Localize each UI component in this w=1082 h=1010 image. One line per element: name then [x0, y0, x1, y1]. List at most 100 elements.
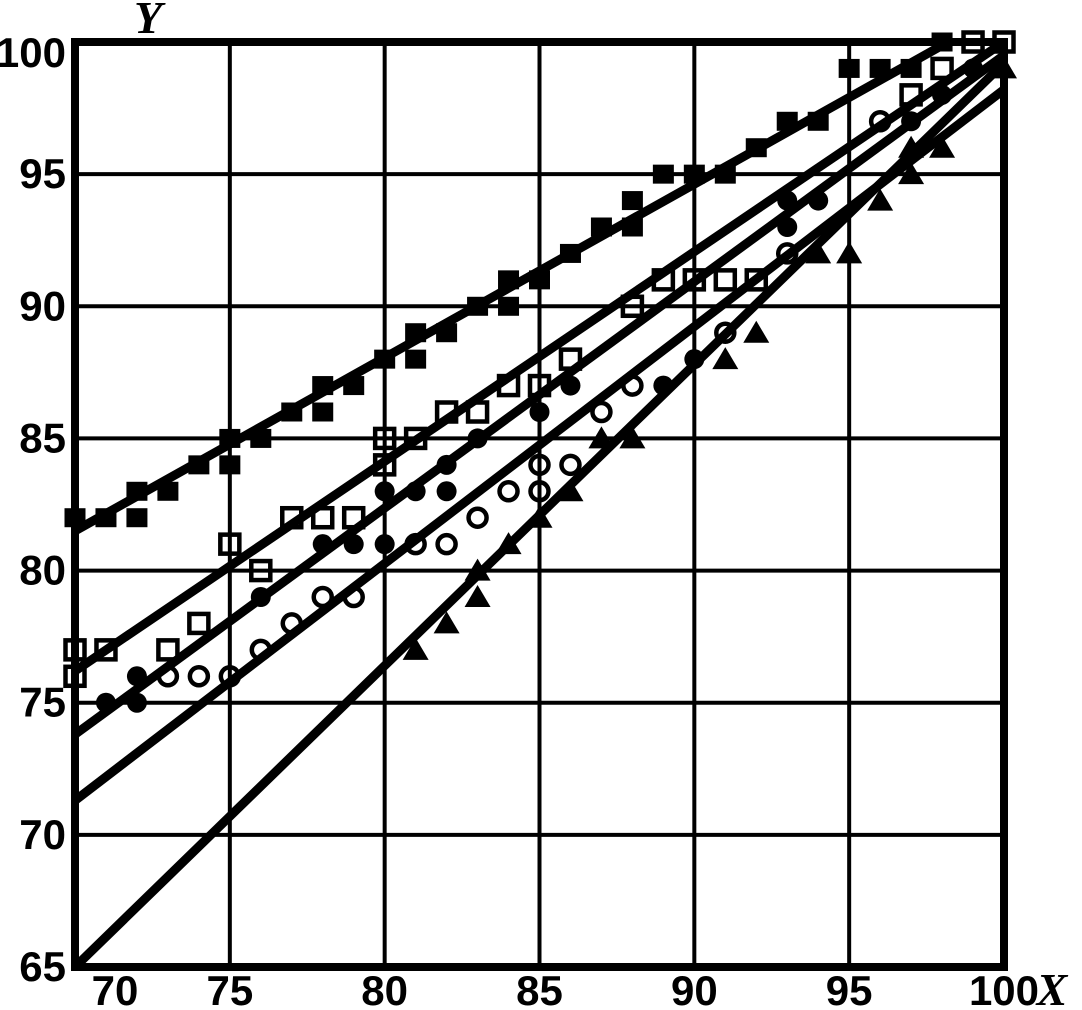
marker-open-square [249, 558, 273, 583]
x-tick-label-70: 70 [92, 967, 139, 1010]
series-filled-triangles [402, 56, 1017, 660]
marker-open-square [63, 638, 87, 662]
marker-filled-circle [529, 402, 550, 422]
marker-filled-square [590, 217, 612, 237]
marker-filled-square [64, 508, 86, 528]
marker-open-square [496, 373, 521, 398]
marker-open-square [434, 400, 459, 424]
x-tick-label-95: 95 [826, 967, 873, 1010]
x-tick-label-90: 90 [671, 967, 718, 1010]
marker-filled-square [869, 58, 891, 78]
marker-filled-triangle [464, 558, 491, 581]
marker-filled-square [745, 138, 767, 158]
marker-filled-square [374, 349, 396, 369]
marker-open-square [156, 638, 180, 662]
x-tick-label-80: 80 [361, 967, 408, 1010]
marker-filled-square [776, 111, 798, 131]
marker-filled-square [436, 323, 458, 343]
marker-open-circle [497, 480, 520, 503]
marker-open-circle [156, 665, 180, 688]
y-tick-label-100: 100 [0, 29, 66, 76]
y-axis-label: Y [134, 0, 166, 43]
marker-filled-triangle [743, 320, 770, 343]
y-tick-label-95: 95 [19, 150, 66, 197]
marker-open-square [280, 505, 304, 530]
gridlines [75, 42, 1004, 967]
marker-filled-triangle [495, 532, 522, 555]
marker-filled-square [281, 402, 303, 422]
marker-filled-circle [436, 481, 457, 502]
marker-filled-square [343, 376, 365, 396]
marker-filled-square [312, 402, 334, 422]
marker-filled-square [529, 270, 550, 290]
marker-filled-square [219, 455, 241, 475]
marker-filled-circle [467, 428, 488, 449]
marker-filled-circle [343, 534, 364, 555]
marker-filled-square [188, 455, 210, 475]
marker-filled-circle [374, 534, 395, 555]
marker-filled-square [405, 349, 427, 369]
marker-filled-circle [436, 454, 457, 475]
marker-open-square [930, 56, 954, 81]
marker-filled-square [405, 323, 427, 343]
marker-filled-circle [808, 190, 829, 211]
marker-open-circle [435, 532, 458, 556]
x-tick-label-100: 100 [969, 967, 1039, 1010]
series-filled-squares [64, 32, 953, 528]
y-tick-label-90: 90 [19, 282, 66, 329]
marker-filled-triangle [805, 241, 832, 264]
axis-labels: 65 70 75 80 85 90 95 100 70 75 80 85 90 95 100 [0, 29, 1039, 1010]
marker-open-square [341, 505, 366, 530]
marker-open-circle [342, 585, 365, 609]
marker-filled-circle [405, 481, 426, 502]
marker-filled-circle [374, 481, 395, 502]
marker-filled-square [559, 243, 581, 263]
marker-open-square [682, 268, 707, 292]
marker-filled-square [652, 164, 674, 184]
marker-filled-square [467, 296, 489, 316]
marker-filled-circle [684, 349, 705, 370]
marker-filled-triangle [526, 505, 553, 528]
marker-filled-triangle [402, 637, 429, 660]
marker-open-square [961, 30, 985, 54]
marker-filled-square [714, 164, 736, 184]
marker-open-square [527, 373, 552, 398]
y-tick-label-70: 70 [19, 811, 66, 858]
y-tick-label-80: 80 [19, 547, 66, 594]
marker-open-circle [714, 321, 737, 344]
marker-open-square [620, 294, 645, 319]
marker-filled-square [498, 270, 520, 290]
marker-open-circle [559, 453, 582, 477]
marker-filled-circle [126, 666, 147, 687]
marker-filled-triangle [557, 479, 584, 502]
marker-filled-triangle [836, 241, 863, 264]
marker-filled-triangle [619, 426, 646, 449]
marker-open-square [63, 664, 87, 689]
marker-filled-circle [95, 692, 116, 713]
marker-open-square [187, 611, 211, 636]
marker-open-square [651, 268, 676, 292]
marker-open-square [744, 268, 769, 292]
marker-filled-triangle [588, 426, 615, 449]
marker-open-circle [590, 400, 613, 424]
marker-open-circle [280, 612, 304, 635]
marker-open-square [372, 426, 397, 451]
marker-filled-square [807, 111, 829, 131]
marker-filled-circle [653, 375, 674, 396]
x-axis-label: X [1035, 964, 1069, 1010]
y-tick-label-75: 75 [19, 679, 66, 726]
marker-open-square [310, 505, 335, 530]
marker-filled-circle [126, 692, 147, 713]
marker-filled-square [250, 428, 272, 448]
marker-open-circle [249, 638, 273, 662]
marker-open-square [899, 83, 923, 107]
x-tick-label-85: 85 [516, 967, 563, 1010]
marker-open-circle [187, 665, 211, 688]
marker-open-circle [528, 453, 551, 477]
marker-filled-triangle [464, 585, 491, 607]
marker-filled-circle [901, 111, 922, 132]
marker-open-circle [218, 665, 242, 688]
marker-filled-square [900, 58, 922, 78]
